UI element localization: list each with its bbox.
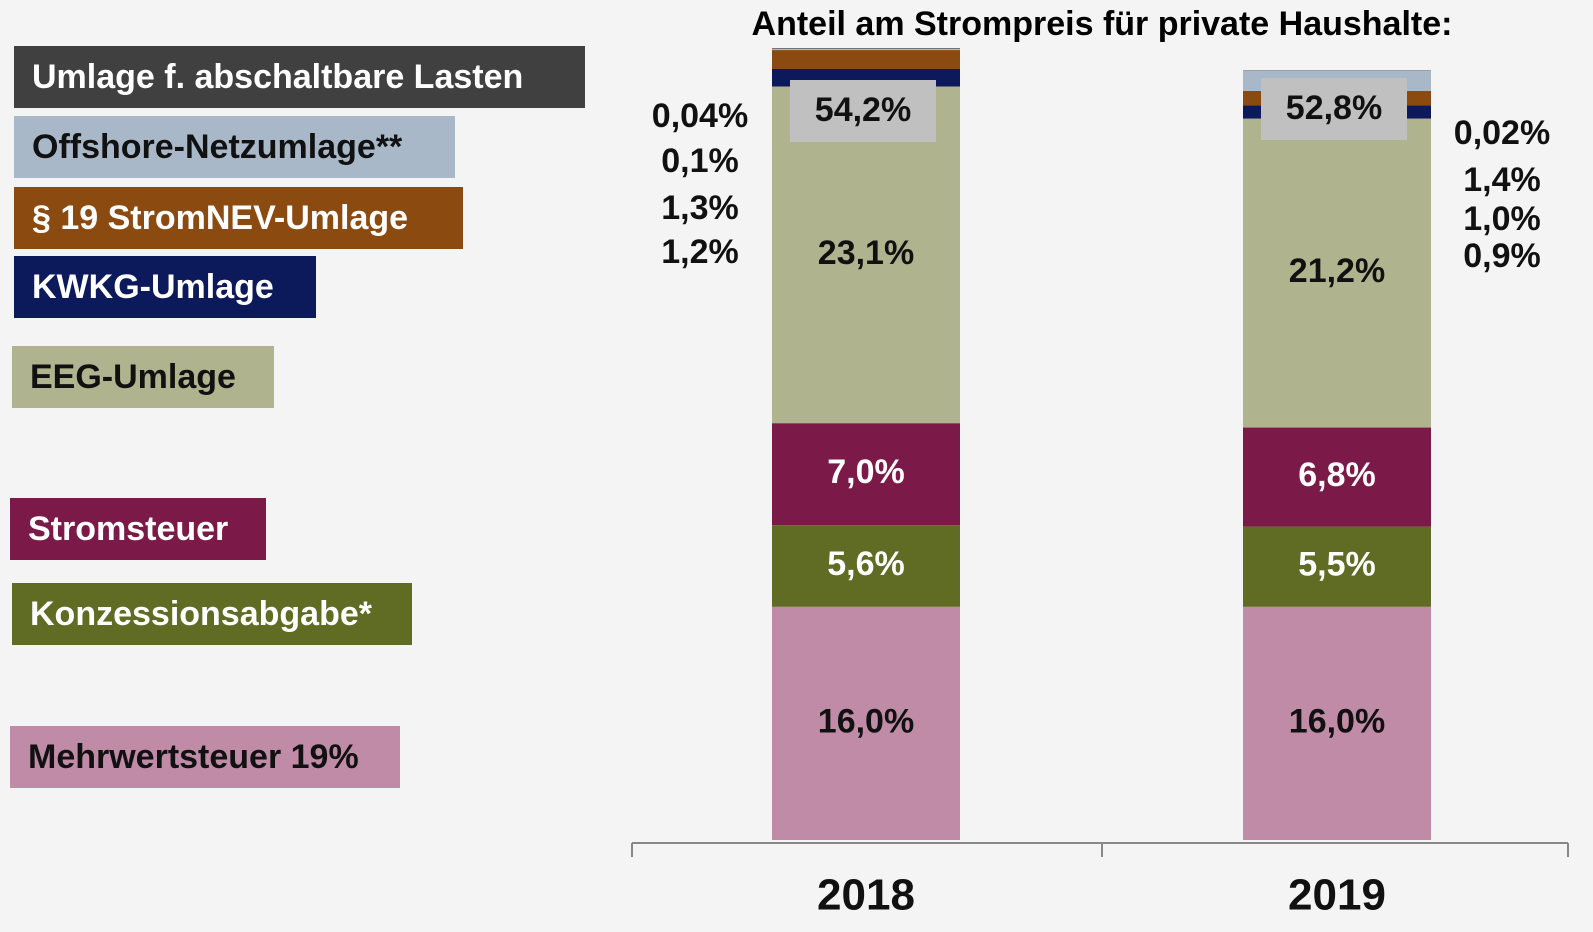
data-label: 21,2% [1289,252,1385,290]
remainder-label: 52,8% [1286,89,1382,127]
legend-swatch [14,46,585,108]
legend-label: Umlage f. abschaltbare Lasten [32,58,523,96]
bar-segment [1243,118,1431,428]
data-label: 0,1% [661,142,739,180]
data-label: 16,0% [1289,702,1385,740]
legend-label: KWKG-Umlage [32,268,274,306]
data-label: 16,0% [818,702,914,740]
bar-segment [1243,606,1431,840]
data-label: 1,0% [1463,200,1541,238]
legend-label: Mehrwertsteuer 19% [28,738,359,776]
bar-segment [772,423,960,526]
legend-swatch [14,116,455,178]
x-tick-label: 2019 [1288,871,1386,920]
legend-swatch [12,346,274,408]
legend-swatch [10,726,400,788]
data-label: 5,5% [1298,546,1376,584]
bar-segment [772,48,960,49]
bar-segment [772,50,960,70]
bar-segment [1243,427,1431,527]
legend-swatch [10,498,266,560]
data-label: 0,02% [1454,114,1550,152]
x-tick-label: 2018 [817,871,915,920]
chart-title: Anteil am Strompreis für private Haushal… [752,5,1453,43]
legend-label: § 19 StromNEV-Umlage [32,199,408,237]
legend-label: Stromsteuer [28,510,228,548]
bar-segment [772,606,960,840]
data-label: 5,6% [827,545,905,583]
bar-segment [772,86,960,424]
data-label: 6,8% [1298,456,1376,494]
legend-swatch [12,583,412,645]
legend-swatch [14,187,463,249]
data-label: 1,3% [661,189,739,227]
data-label: 0,9% [1463,237,1541,275]
legend-swatch [14,256,316,318]
data-label: 23,1% [818,234,914,272]
legend-label: EEG-Umlage [30,358,236,396]
data-label: 1,4% [1463,161,1541,199]
bar-segment [772,48,960,51]
bar-segment [772,525,960,607]
remainder-box [1261,78,1407,140]
data-label: 1,2% [661,233,739,271]
remainder-label: 54,2% [815,91,911,129]
legend-label: Offshore-Netzumlage** [32,128,403,166]
legend-label: Konzessionsabgabe* [30,595,373,633]
remainder-box [790,80,936,142]
data-label: 0,04% [652,97,748,135]
data-label: 7,0% [827,453,905,491]
bar-segment [1243,526,1431,607]
